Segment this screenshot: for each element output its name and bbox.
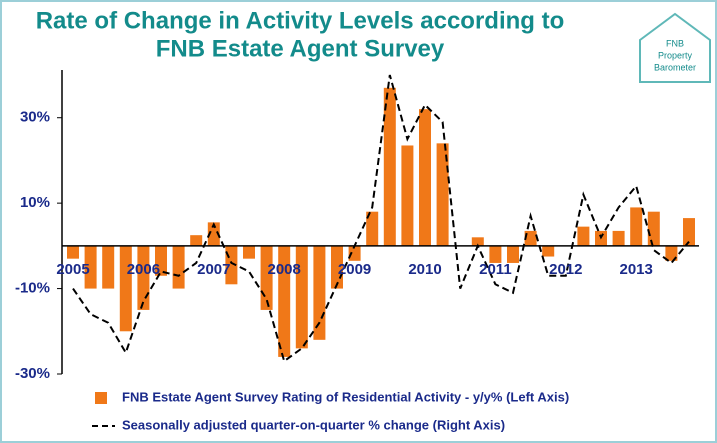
x-tick-label: 2005 <box>56 261 89 278</box>
bar <box>401 145 414 246</box>
bar <box>489 245 502 263</box>
bar <box>577 226 590 246</box>
bar <box>348 245 361 261</box>
bar <box>612 230 625 246</box>
bar <box>190 235 203 246</box>
bar <box>172 245 185 289</box>
x-tick-label: 2011 <box>479 261 512 278</box>
chart-title: FNB Estate Agent Survey <box>156 35 445 62</box>
y-tick-label: 30% <box>20 109 50 126</box>
y-tick-label: -10% <box>15 280 50 297</box>
bar <box>542 245 555 257</box>
bar <box>630 207 643 246</box>
x-tick-label: 2013 <box>620 261 653 278</box>
bar <box>243 245 255 259</box>
logo: FNB Property Barometer <box>639 12 711 83</box>
bar <box>84 245 97 289</box>
x-tick-label: 2008 <box>268 261 301 278</box>
logo-shape <box>639 12 711 83</box>
bar <box>436 143 449 246</box>
bar <box>647 211 660 246</box>
bar <box>507 245 519 263</box>
bar <box>313 245 326 340</box>
y-tick-label: -30% <box>15 365 50 382</box>
bar <box>683 218 695 246</box>
logo-text: Property <box>658 50 693 60</box>
x-tick-label: 2006 <box>127 261 160 278</box>
logo-text: FNB <box>666 38 684 48</box>
bar <box>155 245 167 276</box>
y-tick-label: 10% <box>20 194 50 211</box>
x-tick-label: 2010 <box>408 261 441 278</box>
bar <box>366 211 379 246</box>
bar <box>67 245 79 259</box>
bar <box>665 245 678 261</box>
bar <box>295 245 308 349</box>
legend-label: Seasonally adjusted quarter-on-quarter %… <box>122 417 505 432</box>
bar <box>419 109 431 246</box>
chart-title: Rate of Change in Activity Levels accord… <box>36 7 565 34</box>
bar <box>471 237 484 246</box>
bar <box>278 245 291 357</box>
legend-swatch <box>95 392 107 404</box>
bar <box>102 245 115 289</box>
x-tick-label: 2009 <box>338 261 371 278</box>
x-tick-label: 2012 <box>549 261 582 278</box>
legend-label: FNB Estate Agent Survey Rating of Reside… <box>122 389 569 404</box>
bar <box>137 245 150 310</box>
bar <box>524 230 537 246</box>
logo-text: Barometer <box>654 62 696 72</box>
bar <box>207 222 220 246</box>
bar <box>119 245 132 332</box>
line <box>72 74 690 363</box>
x-tick-label: 2007 <box>197 261 230 278</box>
bar <box>383 87 396 246</box>
